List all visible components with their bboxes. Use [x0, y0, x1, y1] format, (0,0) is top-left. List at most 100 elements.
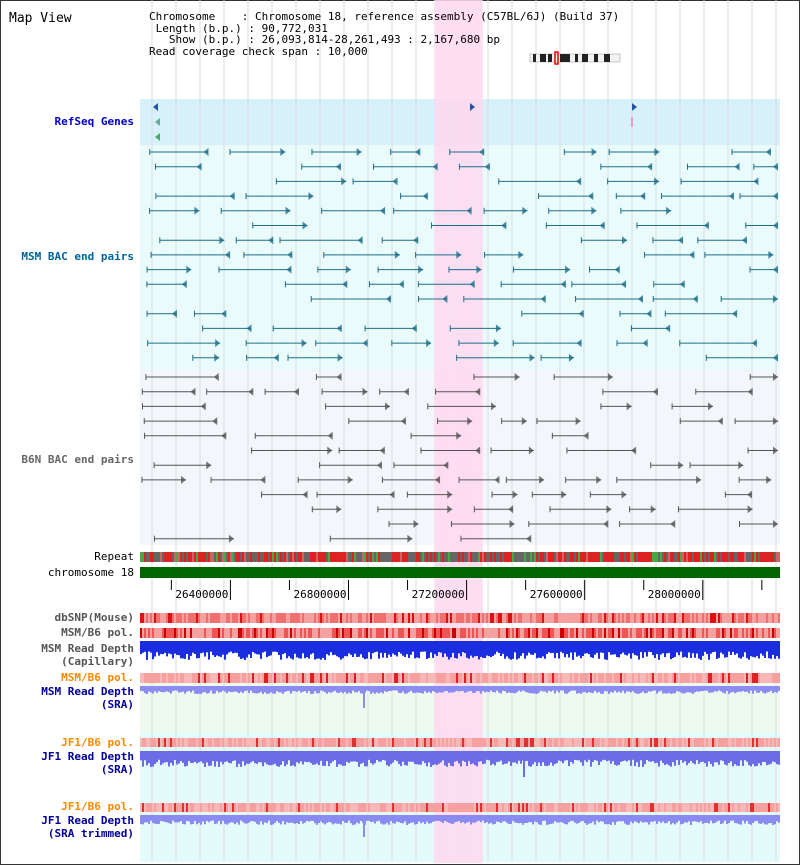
msm-bac-pair [386, 295, 392, 303]
jf1-depth-sra-bar [686, 751, 688, 766]
msm-bac-pair [773, 162, 778, 171]
msm-depth-cap-bar [318, 641, 320, 659]
dbsnp-mark [476, 613, 478, 623]
msm-pol2-mark [742, 673, 744, 683]
jf1-pol-mark [198, 738, 200, 747]
jf1-depth-sra-bar [560, 751, 562, 762]
jf1-depth-sra-bar [166, 751, 168, 763]
msm-pol2-mark [544, 673, 546, 683]
msm-pol2-mark [588, 673, 590, 683]
msm-depth-cap-bar [648, 641, 650, 652]
msm-pol-mark [728, 628, 730, 638]
b6n-bac-pair [650, 505, 656, 514]
msm-pol-mark [358, 628, 360, 638]
jf1-depth-sra-bar [664, 751, 666, 766]
msm-pol-mark [642, 628, 644, 638]
msm-depth-sra-bar [358, 686, 360, 691]
msm-pol2-mark [556, 673, 558, 683]
repeat-mark [260, 552, 262, 562]
jf1-depth-sra-bar [370, 751, 372, 764]
jf1-depth-trim-bar [494, 815, 496, 824]
msm-depth-sra-bar [278, 686, 280, 693]
repeat-mark [632, 552, 634, 562]
jf1-pol-mark [764, 738, 766, 747]
msm-depth-cap-bar [392, 641, 394, 654]
msm-pol-mark [614, 628, 616, 638]
dbsnp-mark [186, 613, 188, 623]
axis-tick-label: 26800000 [294, 588, 347, 601]
msm-depth-sra-bar [434, 686, 436, 693]
jf1-pol2-mark [734, 803, 736, 812]
dbsnp-mark [416, 613, 418, 623]
dbsnp-mark [408, 613, 410, 623]
jf1-pol-mark [526, 738, 528, 747]
jf1-pol-mark [210, 738, 212, 747]
msm-depth-cap-bar [202, 641, 204, 653]
dbsnp-mark [284, 613, 286, 623]
ideogram-band [533, 54, 536, 62]
msm-pol-mark [630, 628, 632, 638]
msm-depth-sra-bar [732, 686, 734, 692]
msm-depth-sra-bar [570, 686, 572, 691]
msm-pol-mark [202, 628, 204, 638]
jf1-pol2-mark [206, 803, 208, 812]
jf1-depth-sra-bar [374, 751, 376, 764]
jf1-pol-mark [680, 738, 682, 747]
track-label-b6n-bac[interactable]: B6N BAC end pairs [21, 453, 134, 466]
repeat-mark [468, 552, 470, 562]
jf1-depth-trim-bar [642, 815, 644, 823]
msm-bac-pair [640, 192, 646, 201]
repeat-mark [436, 552, 438, 562]
repeat-mark [394, 552, 396, 562]
msm-pol-mark [160, 628, 162, 638]
msm-depth-sra-bar [690, 686, 692, 693]
msm-depth-sra-bar [634, 686, 636, 694]
msm-depth-sra-bar [742, 686, 744, 691]
jf1-depth-sra-bar [658, 751, 660, 767]
jf1-depth-trim-bar [762, 815, 764, 823]
msm-pol-mark [676, 628, 678, 638]
msm-bac-pair [442, 295, 448, 303]
jf1-pol2-mark [146, 803, 148, 812]
msm-pol-mark [260, 628, 262, 638]
msm-pol-mark [284, 628, 286, 638]
msm-pol2-mark [578, 673, 580, 683]
jf1-depth-sra-bar [684, 751, 686, 762]
jf1-pol-mark [552, 738, 554, 747]
msm-depth-sra-bar [464, 686, 466, 693]
dbsnp-mark [208, 613, 210, 623]
msm-depth-sra-bar [636, 686, 638, 694]
msm-depth-cap-bar [574, 641, 576, 653]
msm-pol2-mark [678, 673, 680, 683]
jf1-depth-sra-bar [480, 751, 482, 762]
msm-depth-sra-bar [180, 686, 182, 693]
jf1-pol-mark [512, 738, 514, 747]
repeat-mark [186, 552, 188, 562]
msm-pol2-mark [218, 673, 220, 683]
jf1-depth-sra-bar [362, 751, 364, 763]
dbsnp-mark [552, 613, 554, 623]
jf1-depth-sra-bar [158, 751, 160, 760]
jf1-pol2-mark [674, 803, 676, 812]
jf1-pol2-mark [636, 803, 638, 812]
msm-depth-cap-bar [220, 641, 222, 657]
msm-depth-cap-bar [414, 641, 416, 659]
track-label-msm-bac[interactable]: MSM BAC end pairs [21, 250, 134, 263]
msm-pol2-mark [670, 673, 672, 683]
dbsnp-mark [606, 613, 608, 623]
repeat-mark [480, 552, 482, 562]
repeat-mark [624, 552, 626, 562]
jf1-depth-sra-bar [268, 751, 270, 766]
msm-depth-cap-bar [456, 641, 458, 659]
jf1-depth-sra-bar [318, 751, 320, 766]
jf1-pol-mark [286, 738, 288, 747]
jf1-depth-sra-bar [740, 751, 742, 761]
repeat-mark [348, 552, 350, 562]
b6n-bac-pair [607, 373, 613, 381]
msm-depth-sra-bar [354, 686, 356, 693]
msm-bac-pair [246, 324, 252, 333]
msm-depth-sra-bar [232, 686, 234, 693]
jf1-pol2-mark [574, 803, 576, 812]
track-label-refseq[interactable]: RefSeq Genes [54, 115, 134, 128]
